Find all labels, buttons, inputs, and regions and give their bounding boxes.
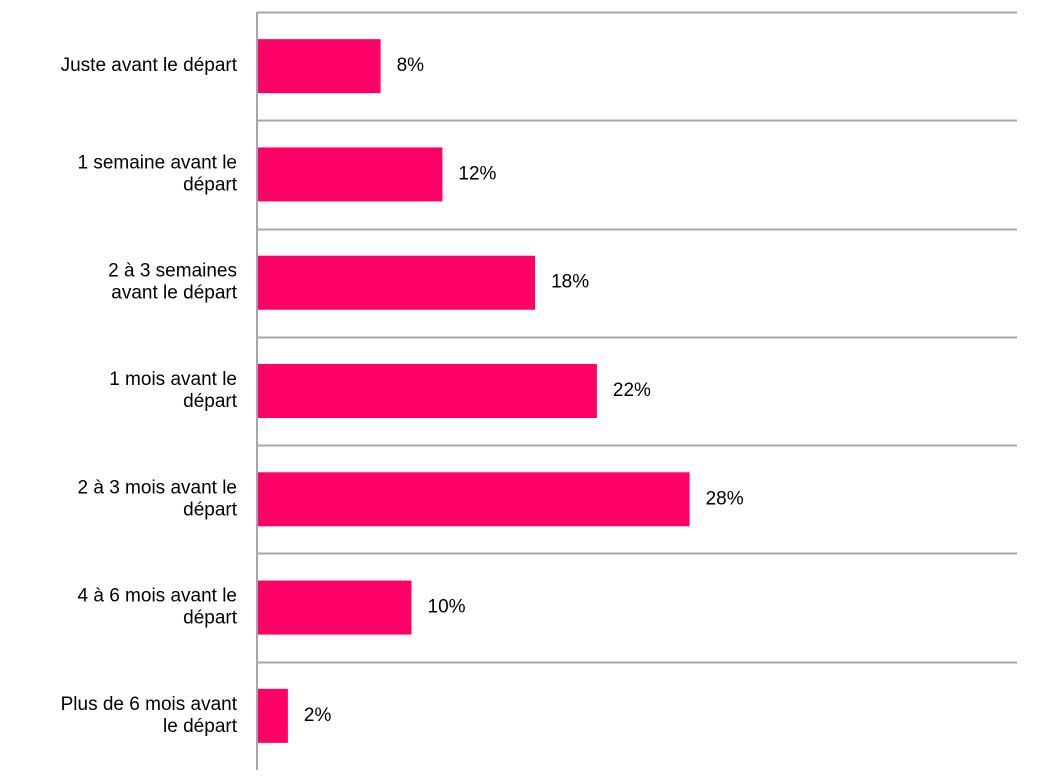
category-label-line: 1 mois avant le bbox=[109, 369, 237, 390]
value-labels: 8% 12% 18% 22% 28% 10% 2% bbox=[304, 55, 744, 726]
category-label-line: 1 semaine avant le bbox=[78, 152, 238, 173]
category-label-line: 2 à 3 semaines bbox=[108, 261, 237, 282]
bar bbox=[257, 580, 412, 635]
data-label: 22% bbox=[613, 380, 651, 401]
data-label: 10% bbox=[428, 597, 466, 618]
category-label-line: 2 à 3 mois avant le bbox=[78, 477, 237, 498]
category-label: Plus de 6 mois avant le départ bbox=[61, 694, 238, 737]
category-label-line: départ bbox=[183, 608, 238, 629]
category-label: 4 à 6 mois avant le départ bbox=[78, 586, 238, 629]
category-label: 1 semaine avant le départ bbox=[78, 152, 238, 195]
category-label-line: avant le départ bbox=[111, 283, 237, 304]
category-label: 2 à 3 semaines avant le départ bbox=[108, 261, 238, 304]
bars bbox=[257, 39, 690, 743]
bar bbox=[257, 147, 443, 202]
category-label-line: 4 à 6 mois avant le bbox=[78, 586, 237, 607]
category-label-line: départ bbox=[183, 391, 238, 412]
category-label-line: le départ bbox=[163, 716, 238, 737]
bar bbox=[257, 364, 597, 418]
data-label: 2% bbox=[304, 705, 332, 726]
bar bbox=[257, 688, 288, 743]
category-label: 2 à 3 mois avant le départ bbox=[78, 477, 238, 520]
category-label-line: Plus de 6 mois avant bbox=[61, 694, 238, 715]
data-label: 8% bbox=[397, 55, 425, 76]
category-label: Juste avant le départ bbox=[61, 55, 238, 76]
category-label: 1 mois avant le départ bbox=[109, 369, 238, 412]
category-label-line: Juste avant le départ bbox=[61, 55, 238, 76]
category-label-line: départ bbox=[183, 174, 238, 195]
category-label-line: départ bbox=[183, 499, 238, 520]
data-label: 12% bbox=[458, 163, 496, 184]
data-label: 18% bbox=[551, 272, 589, 293]
bar bbox=[257, 39, 381, 94]
data-label: 28% bbox=[706, 488, 744, 509]
gridlines bbox=[257, 11, 1017, 664]
bar bbox=[257, 472, 690, 527]
bar bbox=[257, 255, 536, 310]
